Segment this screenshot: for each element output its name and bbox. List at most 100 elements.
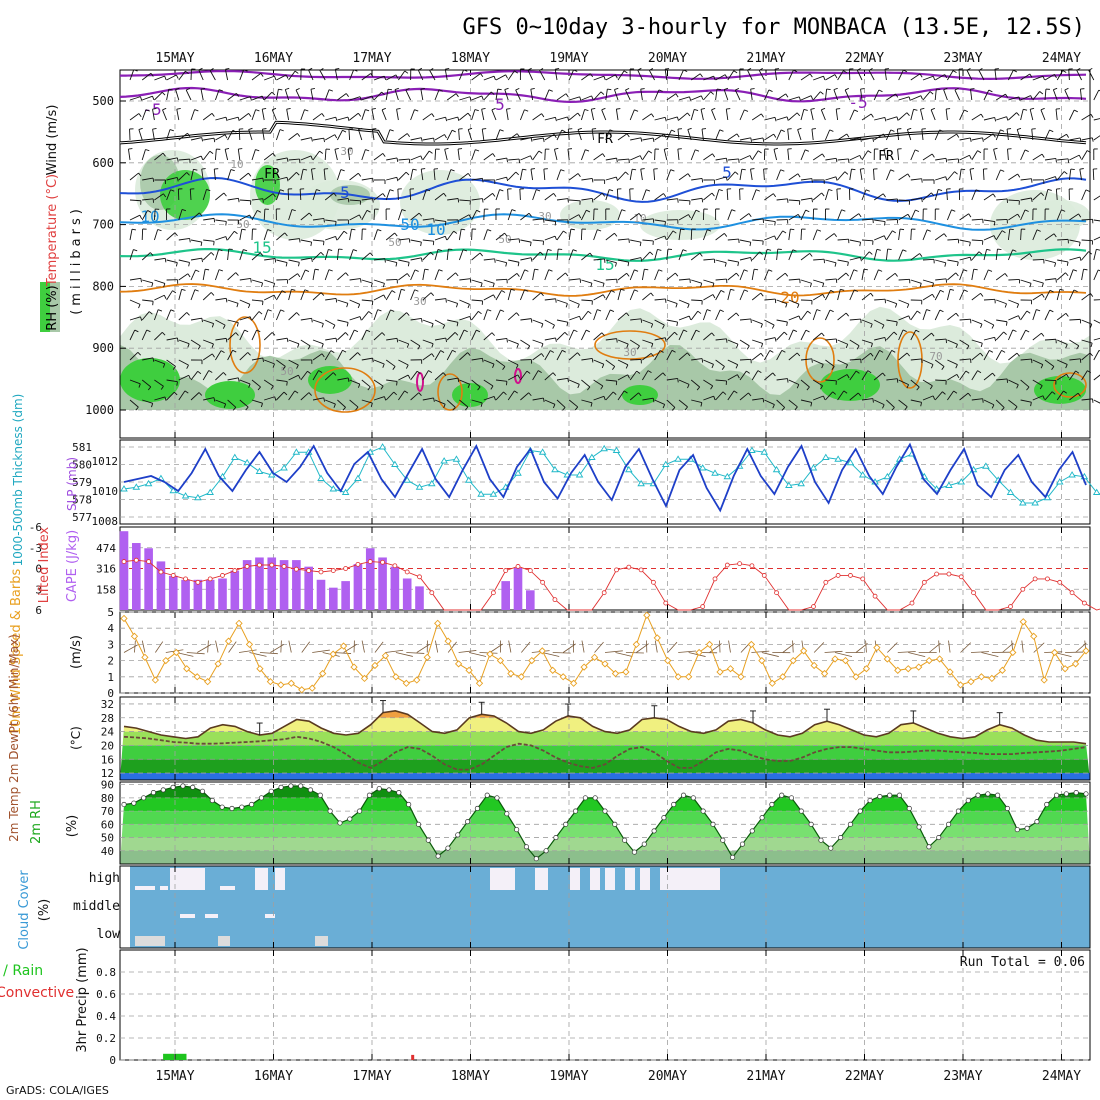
wind-barb-flag [664,337,667,342]
wind-barb-flag [683,69,688,73]
wind-barb-flag [878,269,883,272]
wind-barb-flag [1017,213,1021,218]
wind-barb [1068,109,1075,121]
wind-barb-flag [152,95,155,101]
wind10-barb [259,652,278,655]
wind-barb-flag [883,133,886,138]
wind-barb-flag [772,404,775,409]
wind-barb [1008,173,1018,181]
wind-barb [410,370,418,381]
wind-barb [203,339,214,345]
wind-barb [154,332,163,341]
wind-barb-flag [614,87,619,91]
cape-bar [267,557,277,610]
wind-barb [971,218,983,221]
wind-barb-flag [185,70,189,74]
wind-barb [337,93,347,101]
wind-barb-flag [906,384,909,389]
wind-barb [1032,332,1042,341]
wind-barb-flag [821,107,826,111]
rh-point [1083,791,1089,797]
wind-barb [544,89,550,101]
wind-barb [386,259,397,264]
cloud-high-gap [590,868,600,890]
wind-barb-flag [340,169,345,172]
wind-barb-flag [164,75,167,81]
wind-barb [398,171,407,181]
wind-barb [129,249,134,261]
wind10-point [946,668,954,676]
cape-tick: 474 [96,542,116,555]
wind10-barb [552,652,571,654]
wind-barb [284,89,290,101]
wind-barb [995,399,1005,408]
wind-barb-flag [713,76,716,81]
wind-barb-flag [637,345,640,350]
wind-barb [898,199,910,202]
wind-barb [751,113,762,121]
wind-barb [1020,73,1031,81]
wind-barb-flag [297,133,301,137]
thickness-point [846,458,855,466]
wind-barb [410,269,416,281]
wind-tick: 2 [107,655,114,668]
wind-barb [544,148,546,161]
wind-barb [703,258,715,261]
wind-barb [1044,290,1051,301]
wind-barb [605,176,617,181]
wind10-barb [865,640,867,653]
slp-label: SLP (mb) [65,457,79,511]
rh2m-unit: (%) [65,815,80,838]
wind-barb-flag [308,67,313,71]
wind-barb [813,75,824,81]
wind-barb-flag [530,137,533,142]
cape-bar [402,578,412,610]
wind-barb [312,370,319,381]
wind-barb [176,109,180,121]
wind-barb-flag [734,171,739,175]
wind-barb [300,169,304,181]
wind-barb-flag [758,68,763,71]
wind-barb-flag [991,324,995,329]
precip-total-label: Total / Rain [0,963,43,979]
wind-barb-flag [930,107,936,111]
wind-barb-flag [792,249,797,252]
wind-barb [654,219,666,222]
wind10-point [904,665,912,673]
wind-barb [715,290,722,301]
wind-barb [703,279,715,284]
wind-barb-flag [297,343,300,348]
wind-barb [995,273,1006,281]
wind-barb [946,209,952,221]
wind-barb [935,259,946,264]
li-point [490,590,496,596]
cape-bar [181,579,190,610]
wind-label: Wind (m/s) [45,105,60,176]
wind-barb-flag [710,385,714,390]
wind-barb [856,69,863,81]
cloud-high-gap [625,868,635,890]
upper-axis-labels: Wind (m/s) Temperature (°C) RH (%) (mill… [45,105,84,331]
wind-barb [763,89,770,101]
wind-barb [747,69,753,81]
wind10-barb [728,640,731,653]
wind-barb [214,149,217,161]
wind-barb [947,272,957,281]
wind-barb [459,379,470,385]
wind-barb [410,392,420,401]
rh-point [209,797,215,804]
wind-barb-flag [749,242,752,247]
wind-barb-flag [980,293,984,297]
wind-barb [544,269,550,281]
wind-barb [276,232,286,241]
li-tick: 3 [35,583,42,596]
wind-barb-flag [726,158,728,163]
wind-barb-flag [430,251,434,256]
thickness-point [255,467,264,474]
wind-barb-flag [652,398,655,403]
date-label-bottom: 24MAY [1042,1069,1081,1084]
wind-barb-flag [949,288,955,291]
wind-barb [849,137,861,141]
wind-barb [508,339,519,345]
wind-barb-flag [445,117,448,122]
